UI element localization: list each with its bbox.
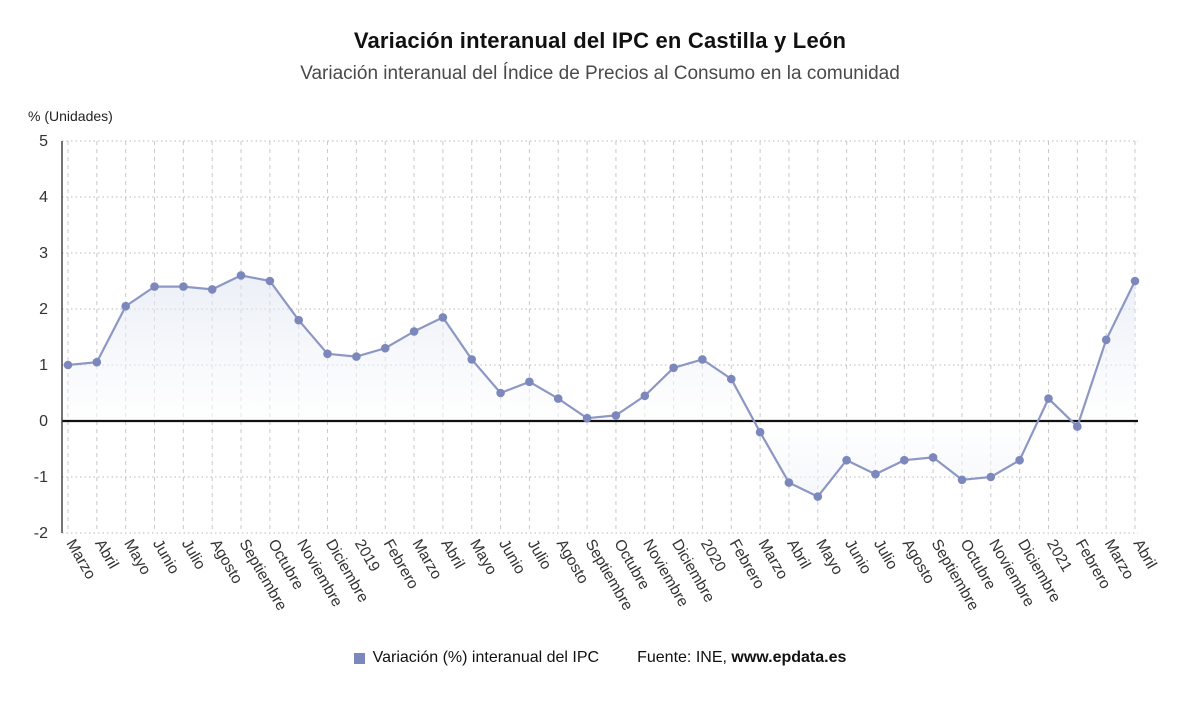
data-point[interactable]: [121, 301, 130, 311]
chart-subtitle: Variación interanual del Índice de Preci…: [300, 63, 900, 84]
data-point[interactable]: [150, 282, 159, 291]
data-point[interactable]: [611, 411, 621, 420]
series-area-fill: [68, 275, 1135, 497]
data-point[interactable]: [1130, 276, 1140, 286]
data-point[interactable]: [928, 453, 938, 462]
x-axis-tick-label: Abril: [91, 537, 121, 572]
y-axis-tick-label: 4: [39, 189, 48, 206]
data-point[interactable]: [669, 363, 678, 373]
data-point[interactable]: [467, 355, 477, 364]
x-axis-tick-label: Abril: [437, 537, 467, 572]
data-point[interactable]: [265, 276, 275, 286]
x-axis-tick-label: Abril: [1130, 537, 1160, 572]
source-prefix: Fuente: INE,: [637, 649, 732, 666]
data-point[interactable]: [986, 472, 996, 482]
data-point[interactable]: [438, 313, 448, 322]
data-point[interactable]: [380, 343, 390, 353]
data-point[interactable]: [294, 315, 304, 325]
series-line: [66, 274, 1137, 498]
y-axis-tick-label: 2: [39, 301, 48, 318]
x-axis-tick-label: Mayo: [812, 537, 846, 578]
data-point[interactable]: [496, 388, 505, 398]
y-axis-tick-label: 5: [39, 133, 48, 150]
x-axis-tick-label: Junio: [841, 537, 874, 578]
chart-title: Variación interanual del IPC en Castilla…: [353, 28, 847, 53]
y-axis-tick-label: 3: [39, 245, 48, 262]
data-point[interactable]: [352, 352, 361, 361]
data-point[interactable]: [92, 357, 102, 367]
data-point[interactable]: [784, 478, 794, 487]
data-point[interactable]: [1015, 455, 1024, 465]
data-point[interactable]: [813, 492, 823, 501]
data-point[interactable]: [553, 394, 563, 403]
data-point[interactable]: [1101, 335, 1111, 345]
data-point[interactable]: [900, 455, 909, 465]
y-axis-tick-label: 0: [39, 413, 48, 430]
y-axis-tick-label: 1: [39, 357, 48, 374]
data-point[interactable]: [207, 285, 217, 294]
data-point[interactable]: [842, 455, 851, 465]
data-point[interactable]: [179, 282, 188, 291]
data-point[interactable]: [640, 391, 650, 401]
y-axis-unit-label: % (Unidades): [28, 108, 113, 124]
data-point[interactable]: [236, 271, 246, 280]
series-swatch-icon: [353, 652, 365, 664]
data-point[interactable]: [409, 327, 419, 336]
source-site-link[interactable]: www.epdata.es: [731, 649, 847, 666]
data-point[interactable]: [1073, 422, 1082, 431]
data-point[interactable]: [727, 374, 736, 384]
data-point[interactable]: [582, 413, 592, 423]
y-axis-tick-label: -2: [34, 525, 48, 542]
y-axis-tick-label: -1: [34, 469, 48, 486]
data-point[interactable]: [323, 349, 332, 359]
legend-series-label: Variación (%) interanual del IPC: [372, 649, 600, 666]
data-point[interactable]: [1044, 394, 1053, 403]
x-axis-tick-label: Mayo: [466, 537, 500, 578]
data-point[interactable]: [698, 355, 707, 364]
x-axis-tick-label: Junio: [149, 537, 182, 578]
data-point[interactable]: [957, 475, 967, 485]
data-point[interactable]: [63, 360, 73, 370]
data-point[interactable]: [755, 427, 765, 437]
line-chart-canvas: 543210-1-2MarzoAbrilMayoJunioJulioAgosto…: [34, 133, 1160, 614]
source-text: Fuente: INE, www.epdata.es: [637, 649, 846, 667]
x-axis-tick-label: Junio: [495, 537, 528, 578]
data-point[interactable]: [871, 469, 880, 479]
chart-legend: Variación (%) interanual del IPC Fuente:…: [0, 649, 1200, 667]
x-axis-tick-label: Mayo: [120, 537, 154, 578]
data-point[interactable]: [525, 377, 534, 387]
x-axis-tick-label: Abril: [783, 537, 813, 572]
